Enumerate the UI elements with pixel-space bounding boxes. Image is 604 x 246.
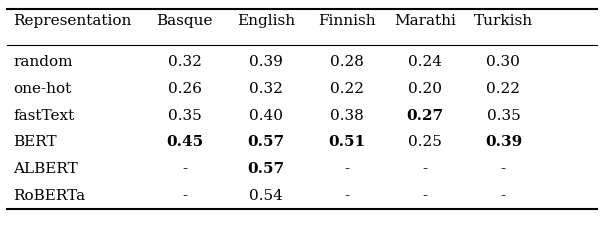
Text: one-hot: one-hot xyxy=(13,82,72,96)
Text: 0.32: 0.32 xyxy=(168,55,202,69)
Text: BERT: BERT xyxy=(13,136,57,150)
Text: -: - xyxy=(423,162,428,176)
Text: RoBERTa: RoBERTa xyxy=(13,189,86,203)
Text: -: - xyxy=(344,162,350,176)
Text: 0.57: 0.57 xyxy=(248,162,284,176)
Text: 0.28: 0.28 xyxy=(330,55,364,69)
Text: -: - xyxy=(182,162,187,176)
Text: Basque: Basque xyxy=(156,14,213,28)
Text: 0.35: 0.35 xyxy=(487,109,520,123)
Text: 0.45: 0.45 xyxy=(166,136,204,150)
Text: 0.40: 0.40 xyxy=(249,109,283,123)
Text: -: - xyxy=(423,189,428,203)
Text: Marathi: Marathi xyxy=(394,14,456,28)
Text: 0.25: 0.25 xyxy=(408,136,442,150)
Text: 0.24: 0.24 xyxy=(408,55,442,69)
Text: -: - xyxy=(501,189,506,203)
Text: 0.26: 0.26 xyxy=(168,82,202,96)
Text: ALBERT: ALBERT xyxy=(13,162,78,176)
Text: 0.30: 0.30 xyxy=(486,55,521,69)
Text: English: English xyxy=(237,14,295,28)
Text: 0.54: 0.54 xyxy=(249,189,283,203)
Text: Representation: Representation xyxy=(13,14,132,28)
Text: 0.39: 0.39 xyxy=(249,55,283,69)
Text: 0.22: 0.22 xyxy=(486,82,521,96)
Text: Finnish: Finnish xyxy=(318,14,376,28)
Text: -: - xyxy=(501,162,506,176)
Text: Turkish: Turkish xyxy=(474,14,533,28)
Text: 0.57: 0.57 xyxy=(248,136,284,150)
Text: 0.22: 0.22 xyxy=(330,82,364,96)
Text: random: random xyxy=(13,55,73,69)
Text: 0.20: 0.20 xyxy=(408,82,442,96)
Text: 0.39: 0.39 xyxy=(485,136,522,150)
Text: -: - xyxy=(344,189,350,203)
Text: 0.32: 0.32 xyxy=(249,82,283,96)
Text: -: - xyxy=(182,189,187,203)
Text: 0.51: 0.51 xyxy=(329,136,365,150)
Text: 0.35: 0.35 xyxy=(168,109,202,123)
Text: 0.38: 0.38 xyxy=(330,109,364,123)
Text: 0.27: 0.27 xyxy=(406,109,444,123)
Text: fastText: fastText xyxy=(13,109,75,123)
